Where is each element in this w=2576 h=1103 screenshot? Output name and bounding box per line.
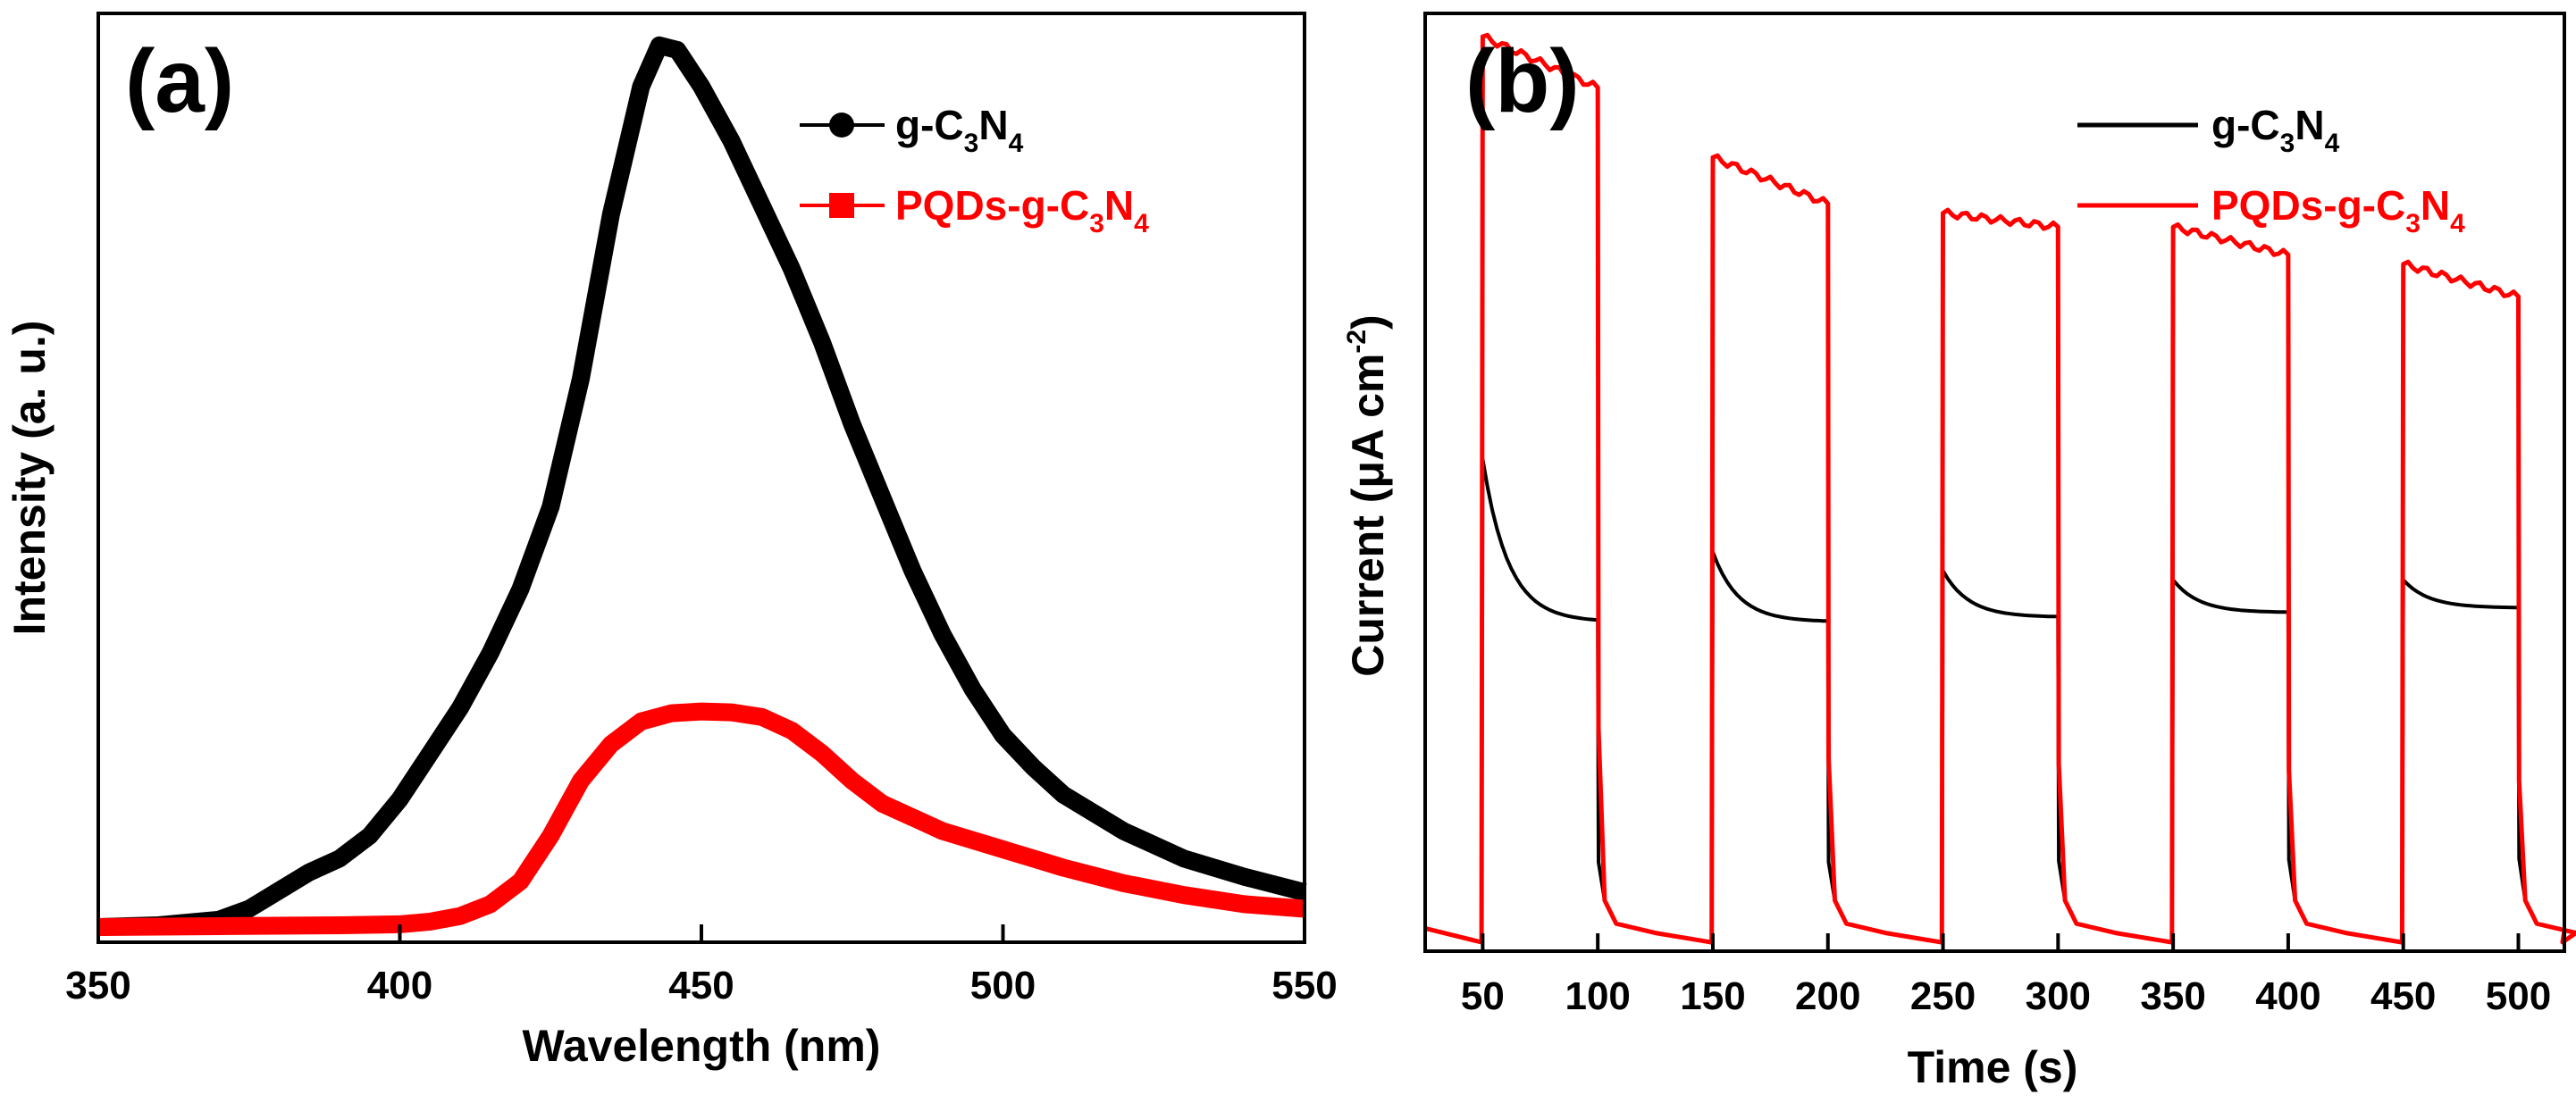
panel-b-legend-item-pqds-g-c3n4: PQDs-g-C3N4 bbox=[2077, 182, 2465, 238]
panel-a-legend-item-g-c3n4: g-C3N4 bbox=[800, 102, 1024, 158]
series-line-pqds-g-c3n4 bbox=[1424, 32, 2576, 945]
x-tick-label: 450 bbox=[668, 964, 734, 1007]
legend-text-g-c3n4: g-C3N4 bbox=[895, 102, 1024, 158]
x-tick-label: 100 bbox=[1565, 974, 1630, 1018]
panel-a-label: (a) bbox=[125, 31, 234, 131]
panel-a-axes-frame bbox=[96, 12, 1306, 944]
panel-a-x-ticks: 350 400 450 500 550 bbox=[65, 924, 1338, 1007]
panel-b-label: (b) bbox=[1465, 31, 1580, 131]
series-line-pqds-g-c3n4 bbox=[97, 702, 1305, 936]
panel-b-legend: g-C3N4 PQDs-g-C3N4 bbox=[2077, 102, 2465, 238]
panel-a-legend-item-pqds-g-c3n4: PQDs-g-C3N4 bbox=[800, 182, 1149, 238]
panel-b-legend-item-g-c3n4: g-C3N4 bbox=[2077, 102, 2340, 158]
legend-text-pqds-g-c3n4: PQDs-g-C3N4 bbox=[895, 182, 1149, 238]
panel-a-x-axis-title: Wavelength (nm) bbox=[523, 1021, 881, 1071]
x-tick-label: 200 bbox=[1795, 974, 1860, 1018]
x-tick-label: 400 bbox=[2255, 974, 2320, 1018]
panel-a-y-axis-title: Intensity (a. u.) bbox=[4, 321, 55, 636]
series-line-g-c3n4 bbox=[97, 36, 1307, 936]
legend-marker-square bbox=[829, 193, 854, 218]
legend-marker-circle bbox=[829, 113, 854, 138]
panel-b-x-ticks: 50 100 150 200 250 300 350 400 450 500 bbox=[1461, 933, 2551, 1018]
x-tick-label: 300 bbox=[2026, 974, 2091, 1018]
x-tick-label: 250 bbox=[1910, 974, 1976, 1018]
x-tick-label: 350 bbox=[2140, 974, 2205, 1018]
panel-b-axes-frame bbox=[1423, 12, 2566, 953]
panel-b-photocurrent: 50 100 150 200 250 300 350 400 450 500 (b) g-C3N4… bbox=[1342, 12, 2576, 1092]
x-tick-label: 350 bbox=[65, 964, 130, 1007]
x-tick-label: 50 bbox=[1461, 974, 1505, 1018]
panel-b-y-axis-title: Current (μA cm-2) bbox=[1342, 314, 1393, 676]
legend-text-g-c3n4: g-C3N4 bbox=[2211, 102, 2340, 158]
x-tick-label: 550 bbox=[1271, 964, 1337, 1007]
panel-a-legend: g-C3N4 PQDs-g-C3N4 bbox=[800, 102, 1149, 238]
panel-a-pl-spectra: 350 400 450 500 550 (a) g-C3N4 PQDs-g-C3N4 W… bbox=[4, 12, 1338, 1071]
legend-text-pqds-g-c3n4: PQDs-g-C3N4 bbox=[2211, 182, 2465, 238]
panel-a-plot-area bbox=[97, 36, 1307, 936]
panel-b-x-axis-title: Time (s) bbox=[1908, 1042, 2078, 1092]
panel-b-plot-area bbox=[1424, 32, 2576, 945]
x-tick-label: 400 bbox=[367, 964, 432, 1007]
x-tick-label: 500 bbox=[970, 964, 1036, 1007]
x-tick-label: 150 bbox=[1680, 974, 1745, 1018]
x-tick-label: 450 bbox=[2370, 974, 2436, 1018]
x-tick-label: 500 bbox=[2486, 974, 2551, 1018]
